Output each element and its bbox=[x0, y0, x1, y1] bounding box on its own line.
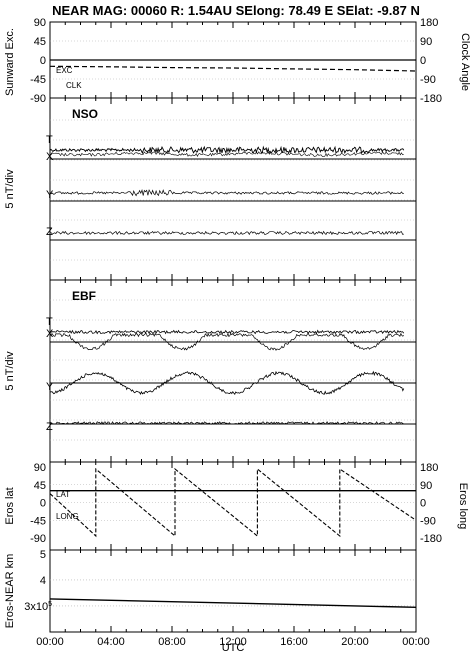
sunward-ytick-right: 0 bbox=[420, 55, 426, 67]
x-tick-label: 16:00 bbox=[280, 636, 308, 648]
ebf-x-trace bbox=[49, 332, 405, 351]
ebf-component-label: T bbox=[46, 316, 53, 328]
sunward-ytick-right: -90 bbox=[420, 74, 436, 86]
ylabel-eros-long: Eros long bbox=[457, 483, 469, 529]
panel-distance-frame bbox=[49, 549, 417, 633]
x-tick-label: 04:00 bbox=[97, 636, 125, 648]
sunward-ytick-left: 45 bbox=[34, 36, 46, 48]
panel-nso-frame bbox=[49, 97, 417, 281]
ylabel-eros-lat: Eros lat bbox=[4, 487, 16, 524]
eros-ytick-left: -45 bbox=[30, 515, 46, 527]
distance-ytick: 3x105 bbox=[24, 601, 52, 613]
grid-layer bbox=[49, 22, 417, 632]
x-tick-label: 00:00 bbox=[36, 636, 64, 648]
nso-t-trace bbox=[49, 145, 405, 155]
ebf-y-trace bbox=[49, 370, 405, 396]
sunward-ytick-left: 90 bbox=[34, 17, 46, 29]
nso-z-trace bbox=[49, 230, 404, 236]
eros-ytick-right: -180 bbox=[420, 533, 442, 545]
ylabel-eros-near: Eros-NEAR km bbox=[4, 554, 16, 629]
sunward-ytick-left: -90 bbox=[30, 93, 46, 105]
x-tick-label: 08:00 bbox=[158, 636, 186, 648]
series-distance-line bbox=[49, 598, 417, 608]
eros-ytick-left: -90 bbox=[30, 533, 46, 545]
sunward-ytick-right: -180 bbox=[420, 93, 442, 105]
distance-ytick: 5 bbox=[40, 549, 46, 561]
sunward-ytick-left: -45 bbox=[30, 74, 46, 86]
x-tick-label: 12:00 bbox=[219, 636, 247, 648]
nso-component-label: T bbox=[46, 134, 53, 146]
distance-ytick: 4 bbox=[40, 575, 46, 587]
eros-ytick-right: -90 bbox=[420, 515, 436, 527]
ebf-z-trace bbox=[49, 421, 404, 425]
nso-x-trace bbox=[49, 151, 404, 158]
sunward-ytick-right: 180 bbox=[420, 17, 438, 29]
ylabel-clock-angle: Clock Angle bbox=[459, 33, 471, 91]
eros-ytick-left: 90 bbox=[34, 462, 46, 474]
nso-component-label: Z bbox=[46, 226, 53, 238]
ylabel-nso: 5 nT/div bbox=[4, 169, 16, 209]
sunward-ytick-right: 90 bbox=[420, 36, 432, 48]
ylabel-ebf: 5 nT/div bbox=[4, 351, 16, 391]
ebf-component-label: Y bbox=[46, 381, 54, 393]
nso-component-label: X bbox=[46, 151, 54, 163]
eros-ytick-right: 180 bbox=[420, 462, 438, 474]
eros-ytick-left: 45 bbox=[34, 480, 46, 492]
ebf-component-label: X bbox=[46, 328, 54, 340]
nso-label: NSO bbox=[72, 107, 98, 121]
data-layer bbox=[49, 59, 417, 608]
panel-eros-latlong-frame bbox=[49, 461, 417, 551]
x-tick-label: 00:00 bbox=[402, 636, 430, 648]
ebf-component-label: Z bbox=[46, 421, 53, 433]
label-layer: 90450-45-90180900-90-180TXYZTXYZ90450-45… bbox=[24, 17, 442, 648]
lat-series-label: LAT bbox=[56, 490, 70, 499]
clk-series-label: CLK bbox=[66, 81, 82, 90]
panel-frames bbox=[49, 21, 417, 633]
ebf-t-trace bbox=[49, 329, 405, 335]
figure-title: NEAR MAG: 00060 R: 1.54AU SElong: 78.49 … bbox=[52, 3, 420, 18]
series-long-line bbox=[49, 467, 417, 538]
nso-y-trace bbox=[49, 189, 404, 197]
xlabel-utc: UTC bbox=[222, 642, 245, 654]
long-series-label: LONG bbox=[56, 512, 79, 521]
x-tick-label: 20:00 bbox=[341, 636, 369, 648]
eros-ytick-right: 90 bbox=[420, 480, 432, 492]
series-clk-line bbox=[49, 65, 417, 72]
nso-component-label: Y bbox=[46, 189, 54, 201]
eros-ytick-right: 0 bbox=[420, 498, 426, 510]
ebf-label: EBF bbox=[72, 289, 96, 303]
eros-ytick-left: 0 bbox=[40, 498, 46, 510]
sunward-ytick-left: 0 bbox=[40, 55, 46, 67]
exc-series-label: EXC bbox=[56, 66, 73, 75]
panel-ebf-frame bbox=[49, 279, 417, 463]
ylabel-sunward: Sunward Exc. bbox=[4, 28, 16, 96]
